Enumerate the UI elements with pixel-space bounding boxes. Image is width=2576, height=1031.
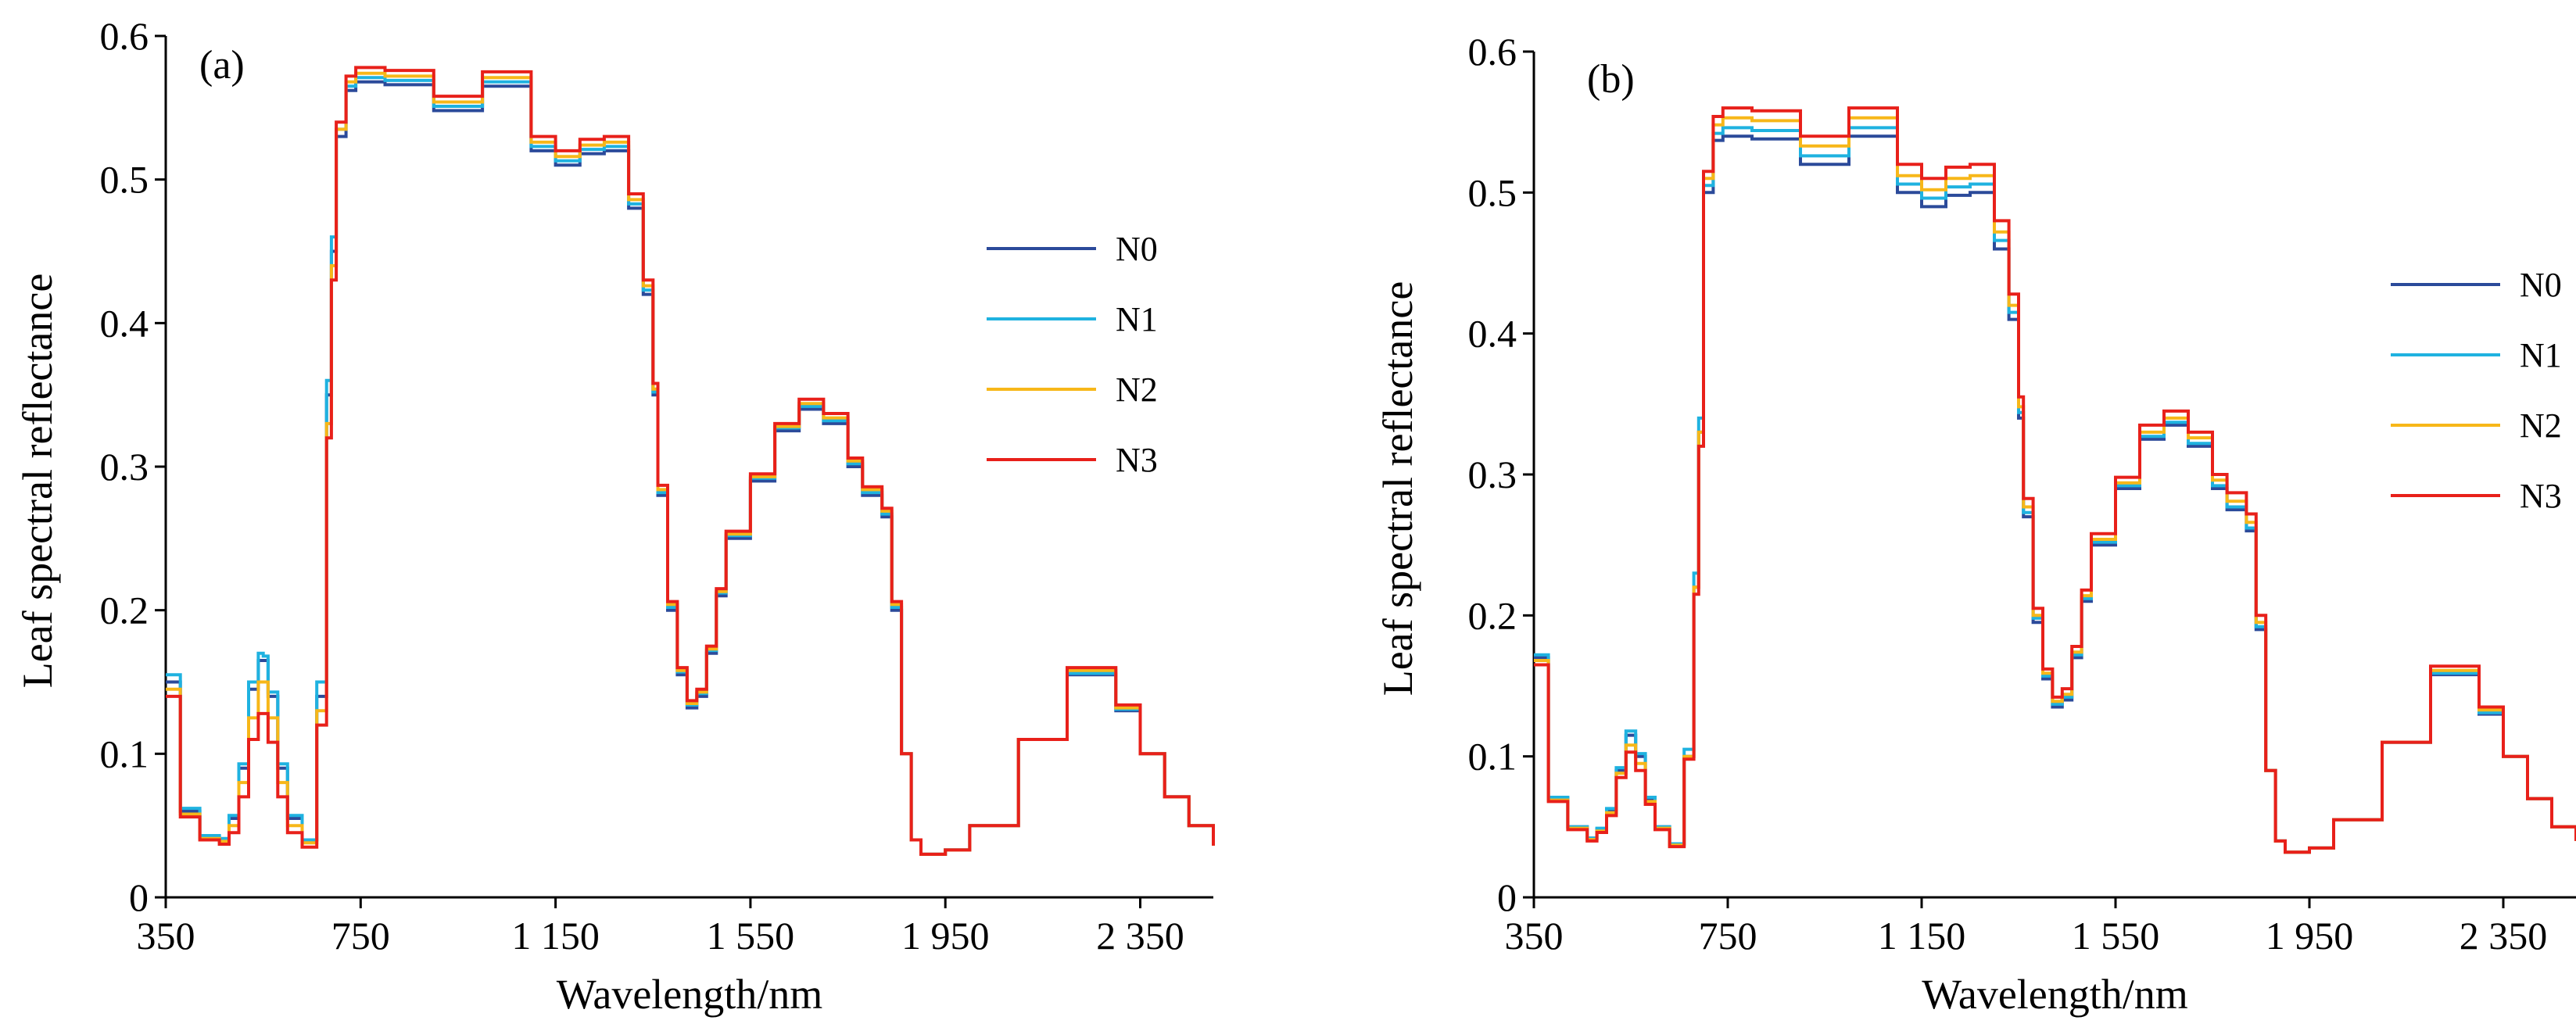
x-axis-title: Wavelength/nm — [1922, 971, 2188, 1018]
x-tick-label: 2 350 — [2460, 914, 2548, 958]
legend-label-n1: N1 — [1116, 300, 1158, 338]
y-axis-title: Leaf spectral reflectance — [1374, 281, 1421, 696]
series-line-n2 — [166, 71, 1215, 856]
legend: N0 N1 N2 N3 — [2391, 266, 2562, 515]
x-tick-label: 750 — [1699, 914, 1757, 958]
panel-label: (a) — [199, 43, 245, 88]
y-tick-label: 0.4 — [100, 301, 149, 345]
legend-label-n1: N1 — [2520, 336, 2562, 374]
y-tick-label: 0.5 — [100, 158, 149, 202]
y-tick-label: 0.6 — [1468, 30, 1517, 73]
y-tick-label: 0.2 — [1468, 593, 1517, 637]
y-tick-label: 0.4 — [1468, 312, 1517, 356]
panel-label: (b) — [1587, 57, 1635, 102]
x-tick-label: 1 950 — [2266, 914, 2354, 958]
chart-panel-b: 0 0.1 0.2 0.3 0.4 0.5 0.6 350 750 1 150 1 550 1 950… — [1374, 30, 2576, 1018]
y-tick-label: 0.6 — [100, 14, 149, 58]
x-tick-label: 750 — [331, 914, 390, 958]
series-line-n1 — [166, 76, 1215, 856]
legend-label-n3: N3 — [2520, 477, 2562, 515]
legend-label-n0: N0 — [1116, 230, 1158, 268]
y-axis-title: Leaf spectral reflectance — [14, 274, 61, 689]
x-tick-label: 1 550 — [707, 914, 795, 958]
chart-panel-a: 0 0.1 0.2 0.3 0.4 0.5 0.6 350 750 1 150 1 550 1 950… — [14, 14, 1215, 1018]
x-tick-label: 2 350 — [1096, 914, 1184, 958]
y-tick-label: 0.3 — [100, 445, 149, 489]
y-tick-label: 0 — [129, 875, 149, 919]
y-tick-label: 0 — [1497, 875, 1517, 919]
legend-label-n2: N2 — [1116, 371, 1158, 409]
y-tick-label: 0.3 — [1468, 453, 1517, 496]
x-tick-label: 350 — [1505, 914, 1564, 958]
x-tick-label: 1 950 — [901, 914, 990, 958]
x-tick-label: 350 — [137, 914, 195, 958]
legend-label-n3: N3 — [1116, 441, 1158, 479]
y-tick-label: 0.1 — [1468, 735, 1517, 779]
y-tick-label: 0.2 — [100, 589, 149, 632]
x-tick-label: 1 150 — [511, 914, 600, 958]
x-axis-title: Wavelength/nm — [557, 971, 823, 1018]
series-line-n3 — [1534, 106, 2576, 854]
legend-label-n2: N2 — [2520, 406, 2562, 445]
y-tick-label: 0.1 — [100, 732, 149, 775]
x-tick-label: 1 550 — [2072, 914, 2160, 958]
x-tick-label: 1 150 — [1878, 914, 1966, 958]
y-tick-label: 0.5 — [1468, 170, 1517, 214]
series-line-n3 — [166, 66, 1215, 856]
legend: N0 N1 N2 N3 — [987, 230, 1158, 479]
legend-label-n0: N0 — [2520, 266, 2562, 304]
